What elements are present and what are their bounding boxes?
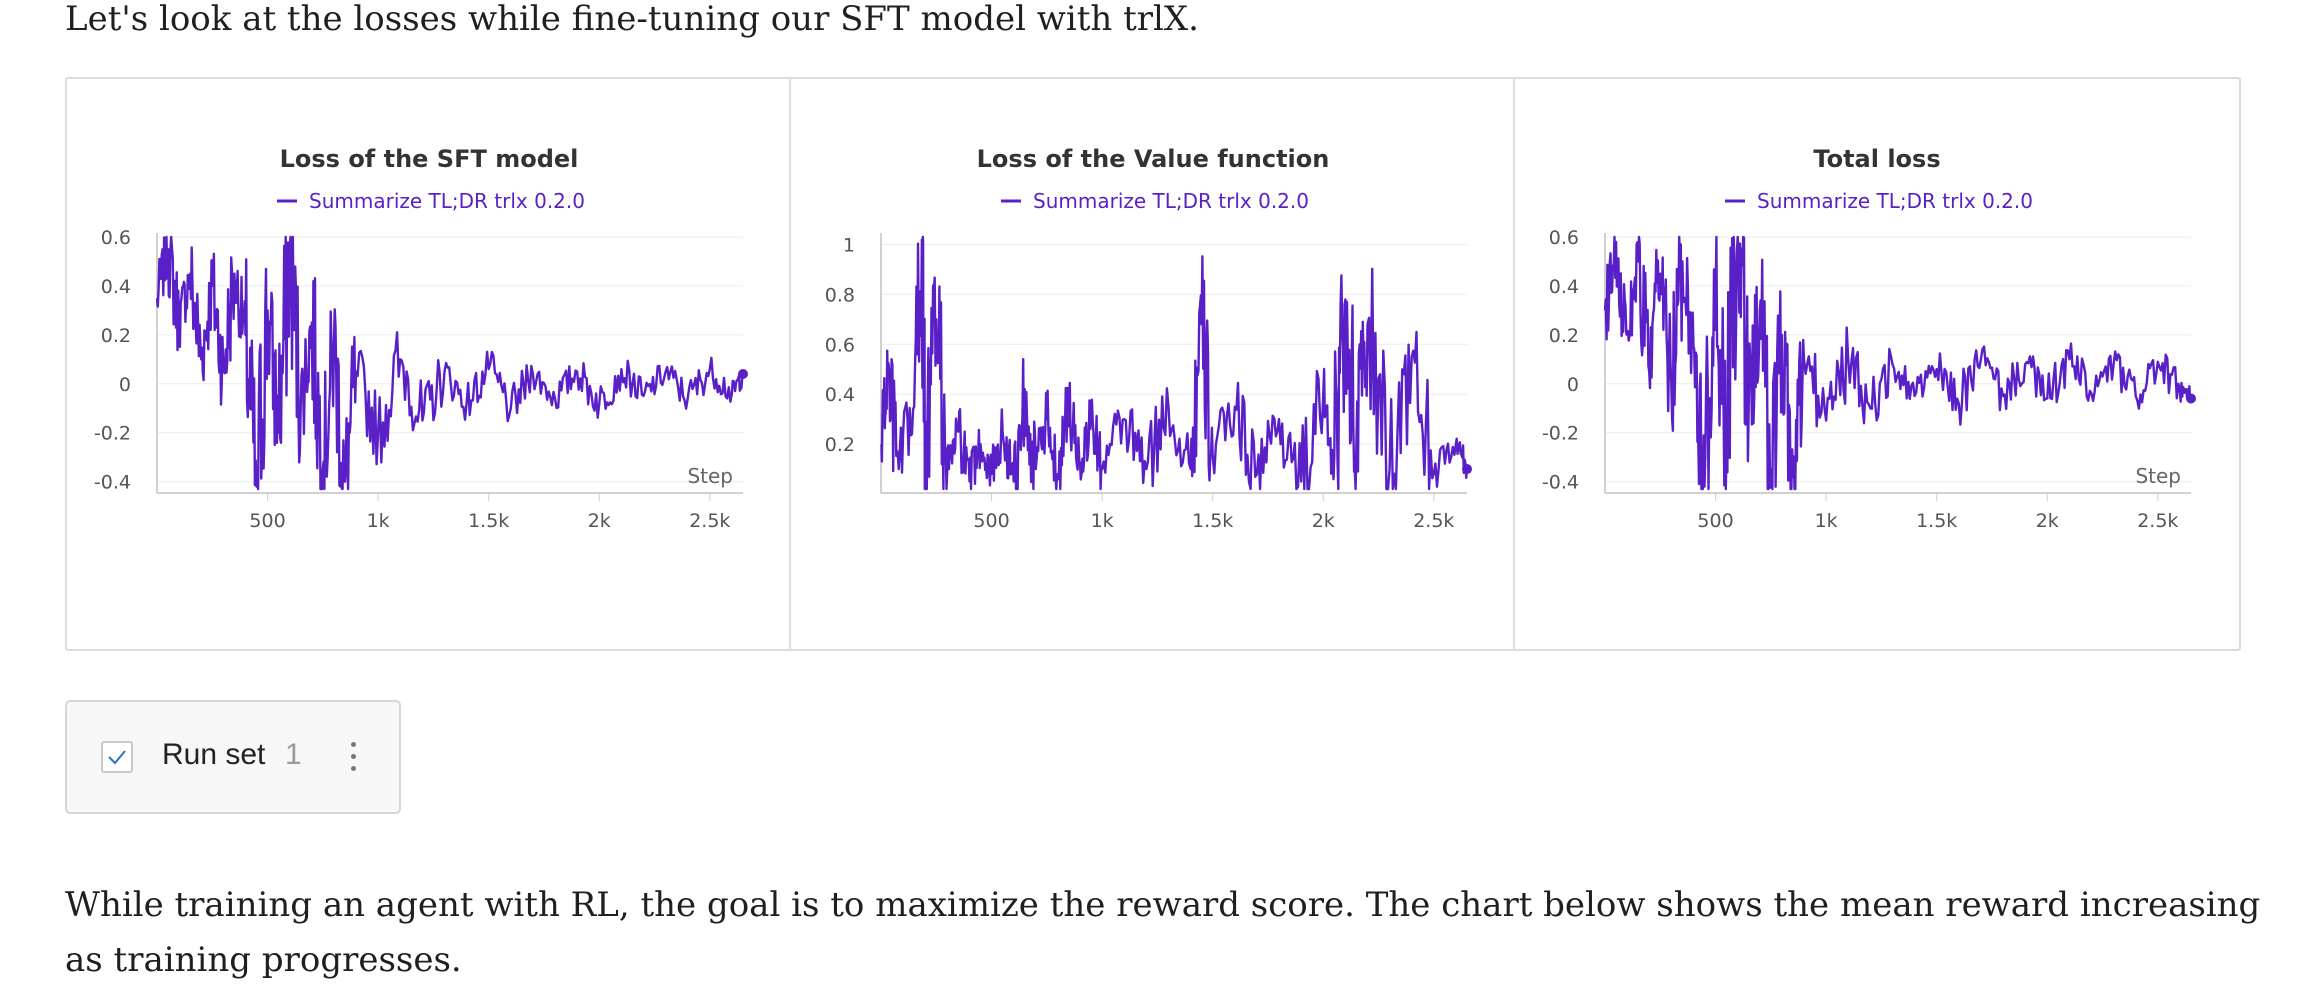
x-tick-label: 2k bbox=[588, 510, 611, 532]
intro-paragraph: Let's look at the losses while fine-tuni… bbox=[65, 0, 1199, 39]
y-tick-label: 0.2 bbox=[825, 434, 855, 456]
y-tick-label: -0.2 bbox=[94, 423, 131, 445]
x-tick-label: 2.5k bbox=[1413, 510, 1454, 532]
y-tick-label: 0.8 bbox=[825, 284, 855, 306]
legend-entry: Summarize TL;DR trlx 0.2.0 bbox=[309, 189, 585, 213]
run-set-panel[interactable]: Run set 1 bbox=[65, 700, 401, 814]
series-end-point bbox=[738, 369, 748, 380]
run-set-checkbox[interactable] bbox=[101, 741, 133, 773]
y-tick-label: 0 bbox=[119, 374, 131, 396]
y-tick-label: 0 bbox=[1567, 374, 1579, 396]
y-tick-label: 0.4 bbox=[1549, 276, 1579, 298]
y-tick-label: 0.6 bbox=[101, 227, 131, 249]
series-end-point bbox=[2186, 393, 2196, 404]
chart-panel-value-loss[interactable]: Loss of the Value function Summarize TL;D… bbox=[789, 77, 1517, 651]
y-tick-label: 1 bbox=[843, 234, 855, 256]
x-tick-label: 2k bbox=[2036, 510, 2059, 532]
series-line bbox=[880, 235, 1469, 491]
x-tick-label: 500 bbox=[249, 510, 285, 532]
series-line bbox=[1603, 235, 2193, 491]
y-tick-label: 0.6 bbox=[825, 334, 855, 356]
y-tick-label: 0.6 bbox=[1549, 227, 1579, 249]
run-set-label: Run set bbox=[162, 738, 266, 771]
y-tick-label: -0.4 bbox=[1542, 472, 1579, 494]
outro-paragraph: While training an agent with RL, the goa… bbox=[65, 885, 2261, 980]
checkmark-icon bbox=[108, 750, 126, 765]
chart-sft-loss: Loss of the SFT model Summarize TL;DR trl… bbox=[94, 145, 748, 532]
chart-panel-total-loss[interactable]: Total loss Summarize TL;DR trlx 0.2.0 -0.4… bbox=[1513, 77, 2241, 651]
x-tick-label: 1.5k bbox=[468, 510, 509, 532]
chart-panel-sft-loss[interactable]: Loss of the SFT model Summarize TL;DR trl… bbox=[65, 77, 793, 651]
x-tick-label: 2.5k bbox=[689, 510, 730, 532]
x-tick-label: 500 bbox=[973, 510, 1009, 532]
x-tick-label: 1.5k bbox=[1916, 510, 1957, 532]
y-tick-label: 0.4 bbox=[101, 276, 131, 298]
series-end-point bbox=[1462, 464, 1472, 475]
x-tick-label: 2.5k bbox=[2137, 510, 2178, 532]
chart-title: Loss of the SFT model bbox=[280, 145, 579, 173]
run-set-count: 1 bbox=[285, 738, 302, 771]
chart-title: Loss of the Value function bbox=[977, 145, 1330, 173]
x-tick-label: 1k bbox=[367, 510, 390, 532]
x-tick-label: 2k bbox=[1312, 510, 1335, 532]
legend-entry: Summarize TL;DR trlx 0.2.0 bbox=[1757, 189, 2033, 213]
y-tick-label: -0.4 bbox=[94, 472, 131, 494]
y-tick-label: 0.2 bbox=[1549, 325, 1579, 347]
chart-total-loss: Total loss Summarize TL;DR trlx 0.2.0 -0.4… bbox=[1542, 145, 2196, 532]
chart-title: Total loss bbox=[1813, 145, 1940, 173]
series-line bbox=[155, 235, 745, 491]
more-options-icon[interactable] bbox=[347, 740, 361, 774]
chart-value-loss: Loss of the Value function Summarize TL;D… bbox=[825, 145, 1472, 532]
x-axis-label: Step bbox=[687, 464, 733, 488]
y-tick-label: 0.4 bbox=[825, 384, 855, 406]
y-tick-label: 0.2 bbox=[101, 325, 131, 347]
x-tick-label: 500 bbox=[1697, 510, 1733, 532]
x-tick-label: 1.5k bbox=[1192, 510, 1233, 532]
y-tick-label: -0.2 bbox=[1542, 423, 1579, 445]
charts-row: Loss of the SFT model Summarize TL;DR trl… bbox=[65, 77, 2241, 651]
legend-entry: Summarize TL;DR trlx 0.2.0 bbox=[1033, 189, 1309, 213]
x-tick-label: 1k bbox=[1091, 510, 1114, 532]
x-tick-label: 1k bbox=[1815, 510, 1838, 532]
x-axis-label: Step bbox=[2135, 464, 2181, 488]
